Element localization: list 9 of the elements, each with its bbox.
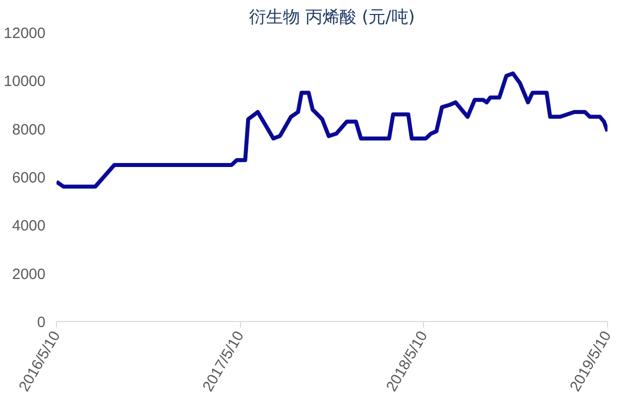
line-series [56, 71, 608, 189]
y-tick-label: 8000 [12, 121, 46, 138]
chart-title: 衍生物 丙烯酸 (元/吨) [249, 8, 415, 28]
y-tick-label: 10000 [4, 73, 46, 90]
y-tick-label: 12000 [4, 25, 46, 42]
y-tick-label: 0 [37, 314, 46, 331]
y-tick-label: 2000 [12, 266, 46, 283]
y-tick-label: 4000 [12, 218, 46, 235]
y-tick-label: 6000 [12, 170, 46, 186]
